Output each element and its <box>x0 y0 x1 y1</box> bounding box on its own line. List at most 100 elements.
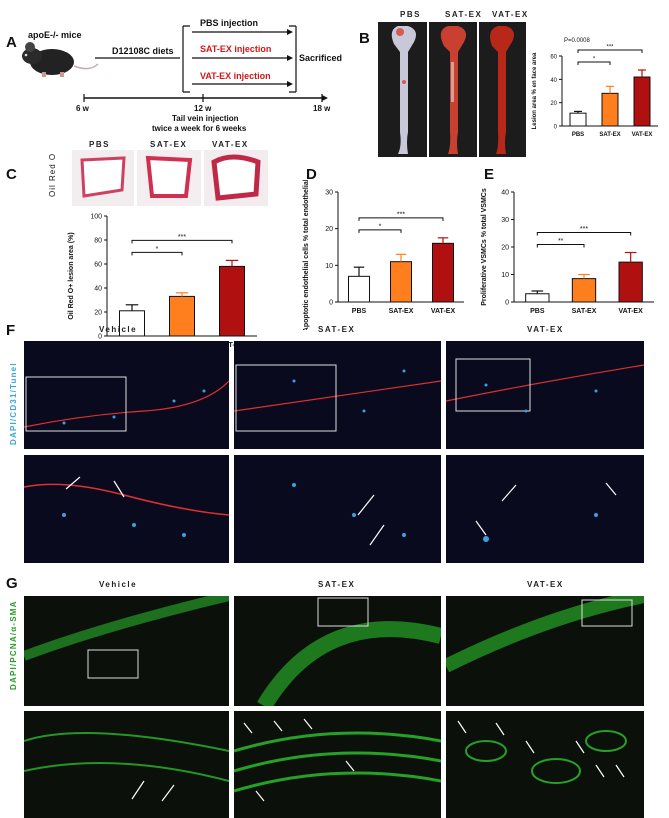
oil-red-o-label: Oil Red O <box>48 152 57 197</box>
y-tick-label: 20 <box>550 101 557 107</box>
bar-vat-ex <box>618 261 643 303</box>
significance-stars: *** <box>397 211 405 218</box>
significance-bracket <box>536 232 632 236</box>
panel-label-g: G <box>6 575 18 592</box>
panel-label-b: B <box>359 30 370 47</box>
b-header-vat: VAT-EX <box>492 10 529 19</box>
c-header-pbs: PBS <box>89 140 110 149</box>
sacrificed-label: Sacrificed <box>299 53 343 63</box>
bar-vat-ex <box>432 242 454 303</box>
y-tick-label: 20 <box>501 245 509 252</box>
y-tick-label: 0 <box>554 125 558 131</box>
y-tick-label: 40 <box>94 286 102 293</box>
significance-stars: *** <box>606 45 614 51</box>
g-vehicle-zoom <box>24 711 229 818</box>
g-sat-overview <box>234 596 441 706</box>
g-header-vat: VAT-EX <box>527 580 564 589</box>
bar-pbs <box>569 112 587 127</box>
y-tick-label: 60 <box>550 55 557 61</box>
y-tick-label: 100 <box>90 214 102 221</box>
timepoint-18w: 18 w <box>313 104 331 113</box>
category-label: SAT-EX <box>572 308 597 315</box>
g-vat-zoom <box>446 711 644 818</box>
y-tick-label: 30 <box>325 190 333 197</box>
y-tick-label: 0 <box>505 300 509 307</box>
significance-bracket <box>131 251 183 256</box>
g-vehicle-overview <box>24 596 229 706</box>
b-header-sat: SAT-EX <box>445 10 483 19</box>
vat-injection-label: VAT-EX injection <box>200 71 271 81</box>
significance-stars: * <box>156 246 159 253</box>
y-tick-label: 40 <box>501 190 509 197</box>
f-vat-zoom <box>446 455 644 563</box>
b-header-pbs: PBS <box>400 10 421 19</box>
y-tick-label: 80 <box>94 238 102 245</box>
chart-b-pvalue: P=0.0008 <box>564 38 590 44</box>
timepoint-12w: 12 w <box>194 104 212 113</box>
f-vat-overview <box>446 341 644 449</box>
y-axis-label: Proliferative VSMCs % total VSMCs <box>481 188 488 306</box>
significance-stars: *** <box>178 234 186 241</box>
bar-sat-ex <box>390 261 412 303</box>
y-tick-label: 20 <box>325 226 333 233</box>
g-sat-zoom <box>234 711 441 818</box>
y-axis-label: Lesion area % en face area <box>532 52 538 129</box>
category-label: SAT-EX <box>599 132 620 138</box>
sat-injection-label: SAT-EX injection <box>200 44 272 54</box>
oil-red-o-sections <box>72 150 268 206</box>
panel-label-f: F <box>6 322 16 339</box>
g-side-label: DAPI/PCNA/α-SMA <box>9 600 18 690</box>
injection-note-1: Tail vein injection <box>172 114 239 123</box>
significance-stars: * <box>593 57 596 63</box>
bar-sat-ex <box>571 278 597 303</box>
mouse-icon <box>22 42 99 77</box>
category-label: PBS <box>530 308 545 315</box>
category-label: VAT-EX <box>632 132 653 138</box>
y-axis-label: Oil Red O+ lesion area (%) <box>68 232 75 319</box>
bar-pbs <box>119 310 145 337</box>
category-label: VAT-EX <box>431 308 456 315</box>
category-label: VAT-EX <box>220 342 245 349</box>
mouse-label: apoE-/- mice <box>28 30 82 40</box>
category-label: PBS <box>572 132 584 138</box>
panel-label-e: E <box>484 166 495 183</box>
category-label: SAT-EX <box>389 308 414 315</box>
significance-stars: * <box>379 223 382 230</box>
category-label: VAT-EX <box>619 308 644 315</box>
c-header-vat: VAT-EX <box>212 140 249 149</box>
significance-stars: *** <box>580 226 588 233</box>
bar-sat-ex <box>169 295 195 337</box>
y-tick-label: 0 <box>329 300 333 307</box>
significance-bracket <box>131 239 233 244</box>
y-tick-label: 10 <box>501 272 509 279</box>
f-vehicle-zoom <box>24 455 229 563</box>
f-header-vat: VAT-EX <box>527 325 564 334</box>
significance-bracket <box>358 217 444 221</box>
significance-bracket <box>577 49 643 53</box>
panel-label-d: D <box>306 166 317 183</box>
bar-pbs <box>525 293 550 303</box>
f-sat-zoom <box>234 455 441 563</box>
y-tick-label: 0 <box>98 334 102 341</box>
f-sat-overview <box>234 341 441 449</box>
bar-vat-ex <box>633 76 651 127</box>
panel-label-a: A <box>6 34 17 51</box>
y-axis-label: Apoptotic endothelial cells % total endo… <box>303 180 310 330</box>
y-tick-label: 60 <box>94 262 102 269</box>
injection-note-2: twice a week for 6 weeks <box>152 124 247 133</box>
g-header-sat: SAT-EX <box>318 580 356 589</box>
f-side-label: DAPI/CD31/Tunel <box>9 362 18 445</box>
y-tick-label: 10 <box>325 263 333 270</box>
f-vehicle-overview <box>24 341 229 449</box>
panel-label-c: C <box>6 166 17 183</box>
g-vat-overview <box>446 596 644 706</box>
g-header-vehicle: Vehicle <box>99 580 138 589</box>
significance-stars: ** <box>558 238 564 245</box>
bar-sat-ex <box>601 92 619 127</box>
category-label: PBS <box>352 308 367 315</box>
f-header-vehicle: Vehicle <box>99 325 138 334</box>
